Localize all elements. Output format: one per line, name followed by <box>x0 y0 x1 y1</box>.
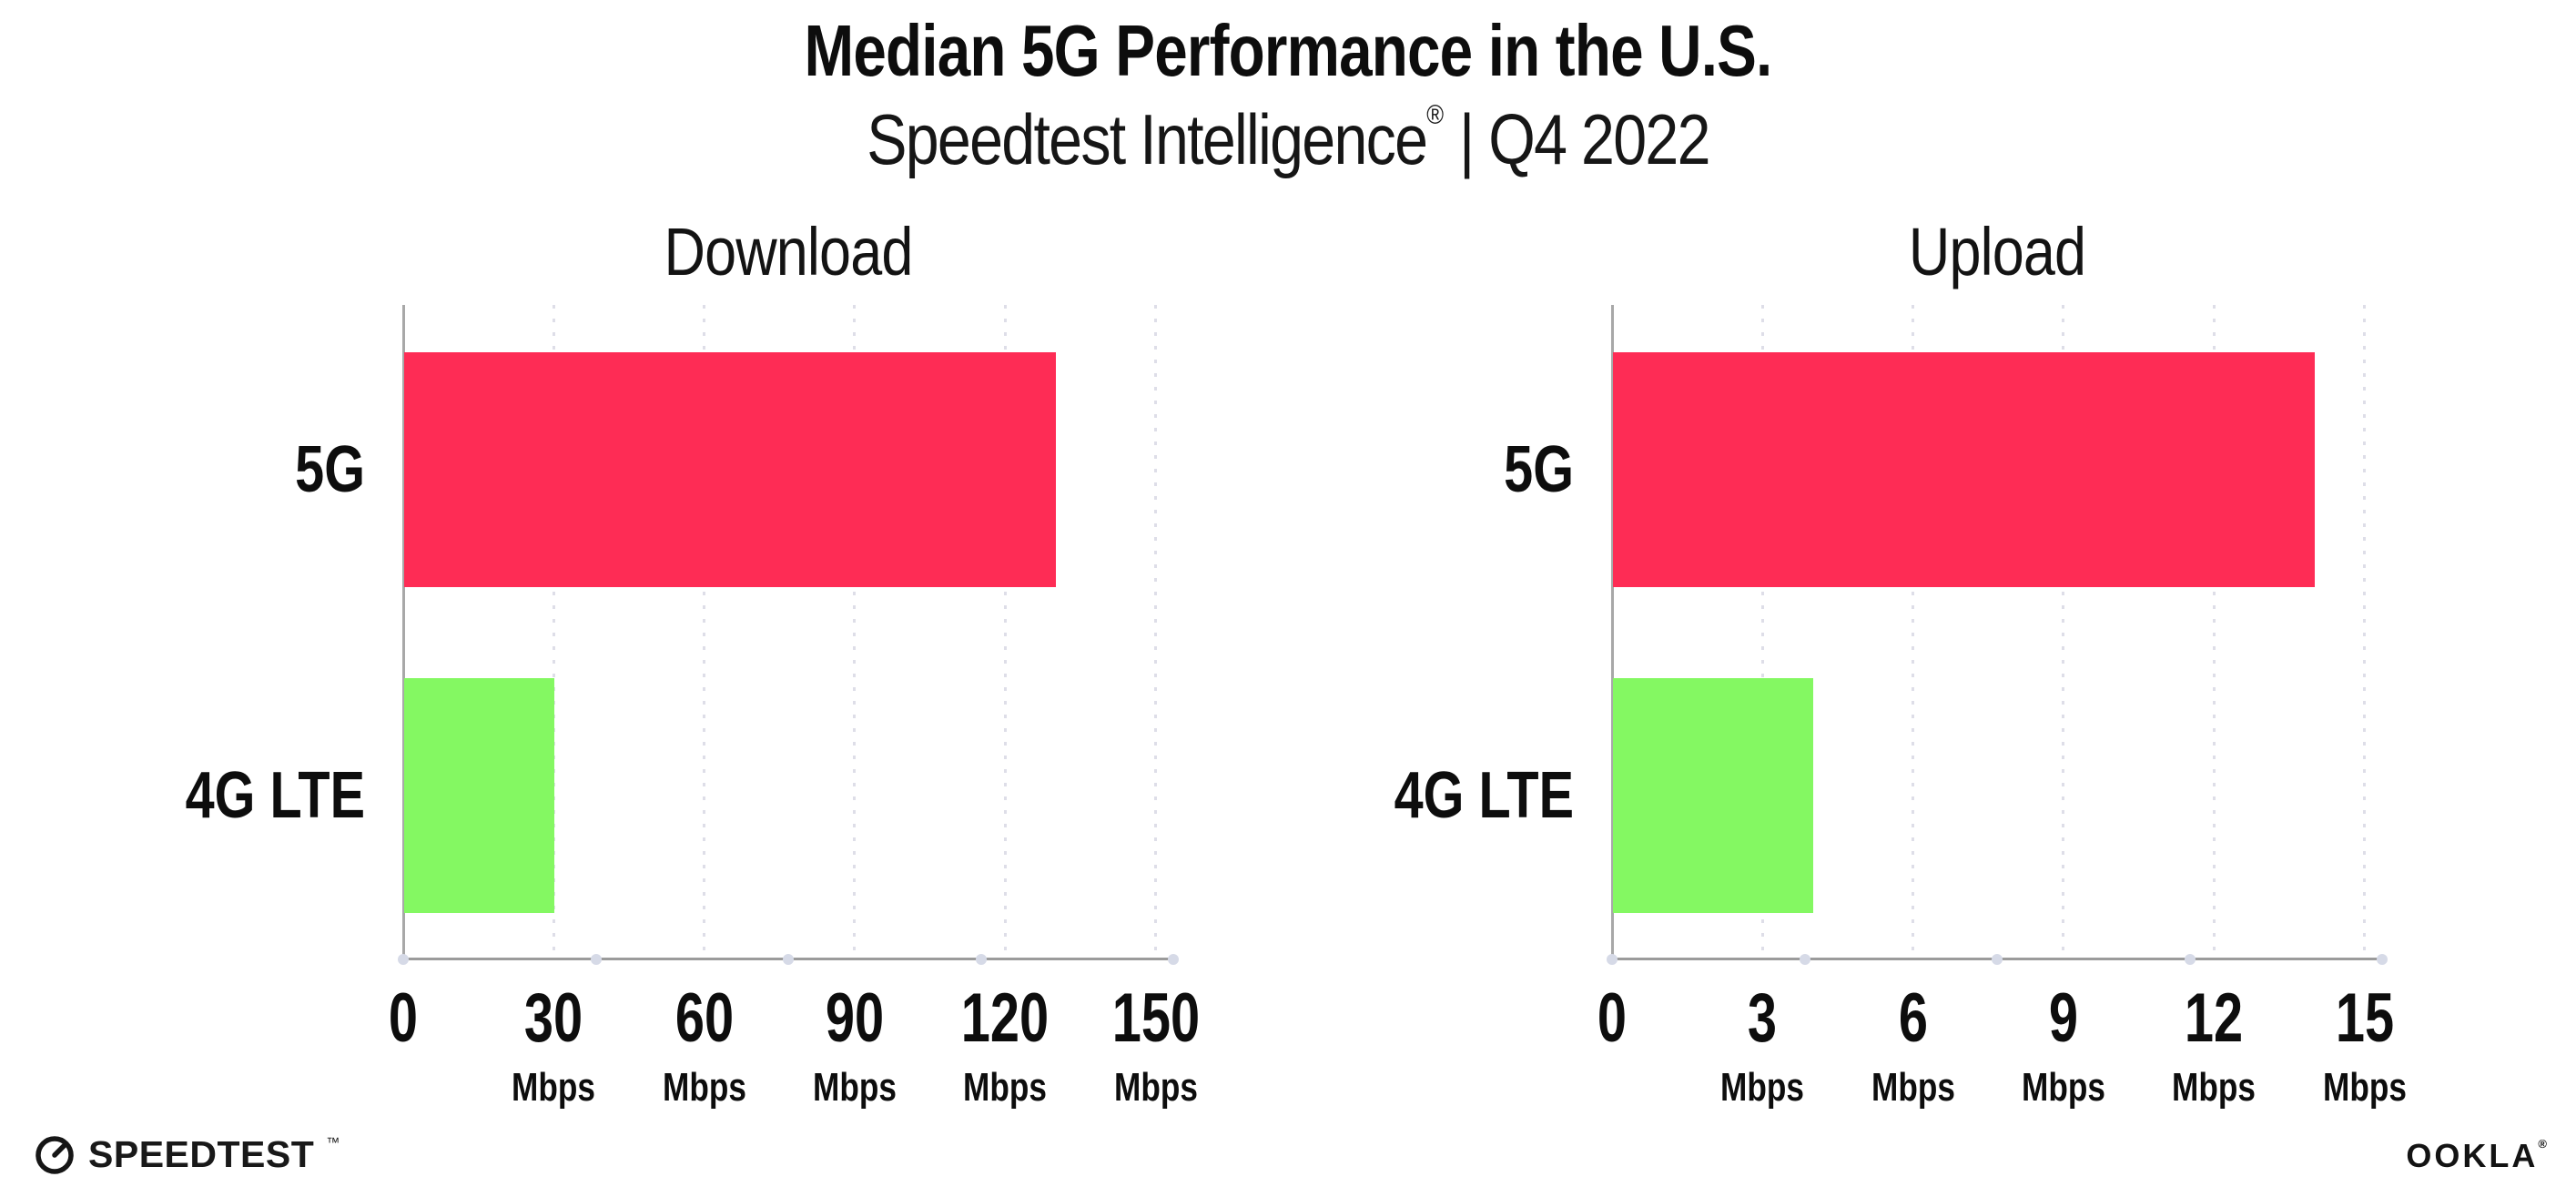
subtitle-brand: Speedtest Intelligence <box>867 99 1428 179</box>
axis-tick-dot <box>1799 954 1810 965</box>
gridline-120 <box>1003 305 1007 959</box>
x-tick-label-120: 120 <box>960 979 1050 1057</box>
x-tick-unit-9: Mbps <box>2021 1065 2105 1110</box>
x-tick-unit-120: Mbps <box>963 1065 1048 1110</box>
ookla-wordmark: OOKLA <box>2406 1137 2539 1174</box>
bar-4g-lte <box>1613 678 1814 913</box>
download-chart: Download 0 30 Mbps 60 Mbps 90 Mbps 120 Mbps 150 Mb… <box>186 218 1200 1108</box>
gridline-3 <box>1760 305 1764 959</box>
bar-5g <box>404 352 1057 587</box>
category-label-5g: 5G <box>295 433 365 506</box>
axis-tick-dot <box>2377 954 2388 965</box>
x-tick-unit-150: Mbps <box>1113 1065 1198 1110</box>
x-tick-label-15: 15 <box>2335 979 2394 1057</box>
registered-trademark-icon: ® <box>1426 100 1445 130</box>
gridline-150 <box>1154 305 1157 959</box>
page-subtitle: Speedtest Intelligence® | Q4 2022 <box>193 100 2383 176</box>
gridline-9 <box>2062 305 2065 959</box>
x-tick-label-9: 9 <box>2048 979 2078 1057</box>
category-label-4g-lte: 4G LTE <box>1394 759 1574 832</box>
x-tick-unit-30: Mbps <box>512 1065 596 1110</box>
axis-tick-dot <box>1992 954 2003 965</box>
axis-tick-dot <box>783 954 794 965</box>
subtitle-quarter: | Q4 2022 <box>1459 99 1710 179</box>
axis-tick-dot <box>1168 954 1179 965</box>
x-tick-label-3: 3 <box>1748 979 1778 1057</box>
x-tick-unit-6: Mbps <box>1871 1065 1955 1110</box>
x-tick-unit-90: Mbps <box>812 1065 897 1110</box>
gridline-15 <box>2363 305 2366 959</box>
x-tick-unit-60: Mbps <box>662 1065 746 1110</box>
registered-icon: ® <box>2538 1137 2547 1151</box>
x-tick-label-30: 30 <box>524 979 583 1057</box>
ookla-logo: OOKLA ® <box>2406 1137 2547 1174</box>
axis-tick-dot <box>398 954 409 965</box>
speedtest-logo: SPEEDTEST ™ <box>33 1132 340 1176</box>
x-tick-label-6: 6 <box>1898 979 1928 1057</box>
download-chart-title: Download <box>664 214 914 289</box>
category-label-5g: 5G <box>1504 433 1574 506</box>
gridline-12 <box>2212 305 2216 959</box>
bar-5g <box>1613 352 2316 587</box>
trademark-icon: ™ <box>326 1134 340 1151</box>
axis-tick-dot <box>975 954 987 965</box>
page-title: Median 5G Performance in the U.S. <box>804 10 1773 91</box>
x-tick-label-12: 12 <box>2185 979 2244 1057</box>
bar-4g-lte <box>404 678 555 913</box>
x-tick-label-150: 150 <box>1111 979 1200 1057</box>
x-tick-label-0: 0 <box>388 979 419 1057</box>
x-tick-label-0: 0 <box>1597 979 1628 1057</box>
x-tick-label-60: 60 <box>674 979 734 1057</box>
gridline-90 <box>853 305 857 959</box>
x-tick-unit-12: Mbps <box>2172 1065 2257 1110</box>
y-axis-line <box>402 305 405 959</box>
x-tick-unit-3: Mbps <box>1720 1065 1805 1110</box>
upload-chart-title: Upload <box>1908 214 2086 289</box>
axis-tick-dot <box>1607 954 1618 965</box>
gridline-6 <box>1912 305 1915 959</box>
category-label-4g-lte: 4G LTE <box>185 759 365 832</box>
axis-tick-dot <box>2184 954 2196 965</box>
gridline-30 <box>552 305 555 959</box>
x-tick-unit-15: Mbps <box>2322 1065 2407 1110</box>
axis-tick-dot <box>590 954 602 965</box>
speedtest-gauge-icon <box>35 1136 74 1174</box>
y-axis-line <box>1611 305 1614 959</box>
upload-chart: Upload 0 3 Mbps 6 Mbps 9 Mbps 12 Mbps 15 Mbps 5G 4G … <box>1394 218 2407 1108</box>
x-tick-label-90: 90 <box>825 979 885 1057</box>
speedtest-wordmark: SPEEDTEST <box>88 1132 315 1175</box>
gridline-60 <box>703 305 706 959</box>
